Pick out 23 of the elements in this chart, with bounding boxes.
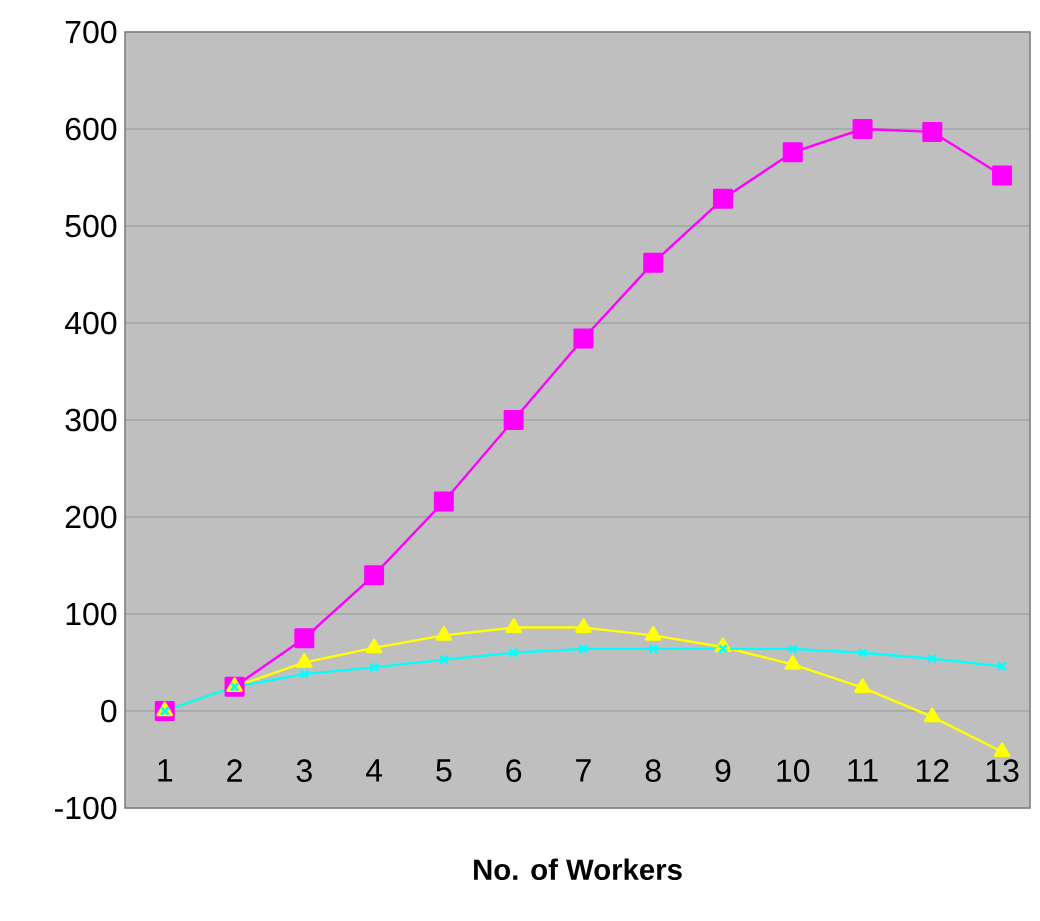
y-tick-label: 400 <box>64 311 117 335</box>
x-tick-label: 5 <box>436 759 452 782</box>
y-tick-label: 200 <box>65 505 117 529</box>
x-tick-label: 13 <box>986 759 1019 783</box>
x-tick-label: 7 <box>576 759 591 782</box>
y-tick-label: 700 <box>65 20 117 44</box>
y-tick-label: 100 <box>66 602 117 626</box>
x-tick-label: 6 <box>506 759 522 783</box>
x-tick-label: 2 <box>227 759 242 782</box>
x-axis-title: No. of Workers <box>474 858 682 881</box>
x-tick-label: 1 <box>158 759 173 782</box>
y-tick-label: 0 <box>101 699 117 723</box>
x-tick-label: 9 <box>715 759 731 783</box>
y-tick-label: 600 <box>65 117 117 141</box>
x-tick-label: 8 <box>645 759 661 783</box>
x-tick-label: 4 <box>365 759 383 782</box>
x-tick-label: 12 <box>916 759 949 782</box>
x-tick-label: 11 <box>848 759 878 782</box>
x-tick-label: 3 <box>296 759 312 783</box>
y-tick-label: 500 <box>65 214 117 238</box>
x-tick-label: 10 <box>777 759 810 783</box>
y-tick-label: 300 <box>65 408 117 432</box>
y-tick-label: -100 <box>55 796 117 820</box>
